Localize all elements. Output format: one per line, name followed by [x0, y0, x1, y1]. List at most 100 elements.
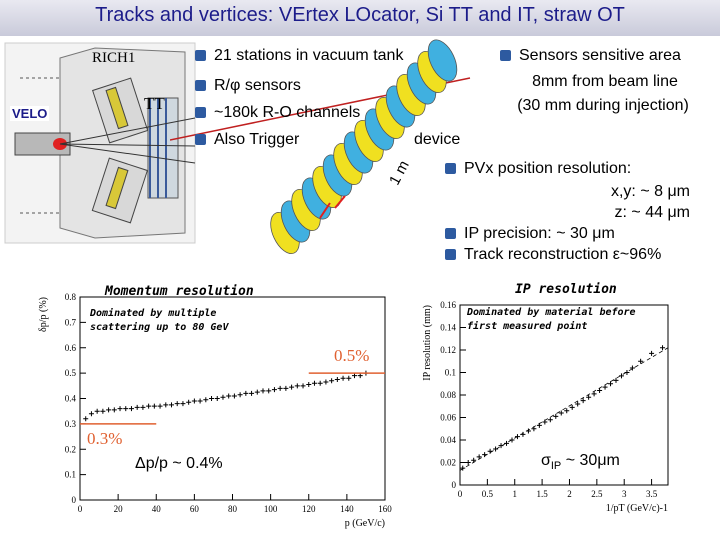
data-point: [94, 408, 100, 414]
data-point: [547, 417, 553, 423]
data-point: [83, 416, 89, 422]
y-tick-label: 0.8: [65, 292, 77, 302]
data-point: [357, 373, 363, 379]
data-point: [597, 388, 603, 393]
data-point: [134, 404, 140, 410]
data-point: [203, 397, 209, 403]
data-point: [660, 345, 666, 351]
data-point: [111, 407, 117, 413]
y-tick-label: 0.02: [440, 458, 456, 468]
ip-summary-prefix: σ: [541, 452, 551, 469]
y-tick-label: 0.4: [65, 394, 77, 404]
y-tick-label: 0.12: [440, 345, 456, 355]
data-point: [569, 404, 575, 410]
data-point: [214, 396, 220, 401]
y-tick-label: 0.08: [440, 390, 456, 400]
bullet-channels: ~180k R-O channels: [195, 104, 360, 122]
bullet-square-icon: [500, 50, 511, 61]
detector-drawing: [4, 42, 196, 244]
bullet-square-icon: [445, 228, 456, 239]
data-point: [140, 404, 146, 410]
data-point: [277, 385, 283, 391]
momentum-note-line1: Dominated by multiple: [90, 308, 217, 319]
y-tick-label: 0.5: [65, 368, 77, 378]
data-point: [294, 383, 300, 389]
data-point: [180, 401, 186, 407]
data-point: [580, 398, 586, 404]
ip-note-line1: Dominated by material before: [467, 307, 636, 318]
data-point: [352, 373, 357, 379]
sensor-note-line3: (30 mm during injection): [517, 97, 689, 114]
data-point: [128, 406, 134, 412]
data-point: [649, 350, 655, 356]
data-point: [340, 375, 346, 381]
ip-note-line2: first measured point: [467, 321, 588, 332]
x-tick-label: 1.5: [536, 489, 548, 499]
data-point: [289, 384, 295, 390]
tt-label: TT: [144, 94, 165, 113]
bullet-square-icon: [195, 107, 206, 118]
sensor-note-line1-text: Sensors sensitive area: [519, 47, 681, 64]
rich-label: RICH1: [92, 50, 136, 66]
momentum-chart-title: Momentum resolution: [105, 284, 254, 299]
data-point: [460, 465, 466, 471]
data-point: [106, 407, 112, 413]
y-tick-label: 0.14: [440, 323, 456, 333]
bullet-trigger: Also Trigger: [195, 131, 299, 149]
sensor-note-line2: 8mm from beam line: [532, 73, 678, 90]
data-point: [346, 375, 352, 381]
bullet-square-icon: [195, 134, 206, 145]
data-point: [602, 384, 608, 390]
y-tick-label: 0.1: [65, 470, 76, 480]
data-point: [311, 380, 317, 386]
data-point: [509, 437, 515, 443]
y-tick-label: 0: [452, 480, 457, 490]
interaction-region-marks: [319, 195, 346, 219]
data-point: [608, 381, 614, 387]
x-tick-label: 40: [152, 504, 162, 514]
data-point: [476, 454, 482, 460]
data-point: [157, 403, 163, 409]
y-tick-label: 0.3: [65, 419, 77, 429]
data-point: [100, 408, 106, 414]
ip-summary: σIP ~ 30μm: [541, 452, 620, 472]
y-axis-label: δp/p (%): [38, 297, 49, 332]
data-point: [283, 385, 289, 391]
x-tick-label: 0: [78, 504, 83, 514]
momentum-chart: 0 0.1 0.2 0.3 0.4 0.5 0.6 0.7 0.8 0 20 40 60 80 100 120…: [38, 292, 392, 529]
momentum-label-low: 0.3%: [87, 429, 123, 448]
data-point: [231, 393, 237, 399]
momentum-note-line2: scattering up to 80 GeV: [90, 322, 229, 333]
data-point: [123, 406, 129, 412]
data-point: [586, 394, 592, 400]
data-point: [260, 388, 266, 394]
bullet-sensors: R/φ sensors: [195, 77, 301, 95]
x-tick-label: 3.5: [646, 489, 658, 499]
data-point: [237, 392, 243, 398]
x-tick-label: 120: [302, 504, 316, 514]
ip-chart: 0 0.02 0.04 0.06 0.08 0.1 0.12 0.14 0.16 0 0.5 1 1.5…: [422, 300, 669, 514]
bullet-square-icon: [195, 80, 206, 91]
data-point: [613, 377, 619, 383]
y-tick-label: 0.7: [65, 317, 77, 327]
y-tick-label: 0.6: [65, 343, 77, 353]
data-point: [243, 390, 249, 396]
bullet-square-icon: [195, 50, 206, 61]
data-point: [629, 365, 635, 371]
pv-z-text: z: ~ 44 μm: [614, 204, 690, 221]
data-point: [220, 394, 226, 400]
y-tick-label: 0: [72, 495, 77, 505]
data-point: [624, 370, 630, 375]
x-tick-label: 20: [114, 504, 124, 514]
data-point: [271, 387, 277, 393]
bullet-stations: 21 stations in vacuum tank: [195, 47, 403, 65]
data-point: [300, 383, 306, 389]
y-tick-label: 0.1: [445, 368, 456, 378]
fit-line: [459, 347, 669, 471]
bullet-track-reco: Track reconstruction ε~96%: [445, 246, 661, 264]
data-point: [329, 378, 335, 384]
x-tick-label: 0: [458, 489, 463, 499]
x-tick-label: 0.5: [482, 489, 494, 499]
bullet-stations-text: 21 stations in vacuum tank: [214, 47, 404, 64]
bullet-ip-precision: IP precision: ~ 30 μm: [445, 225, 615, 243]
